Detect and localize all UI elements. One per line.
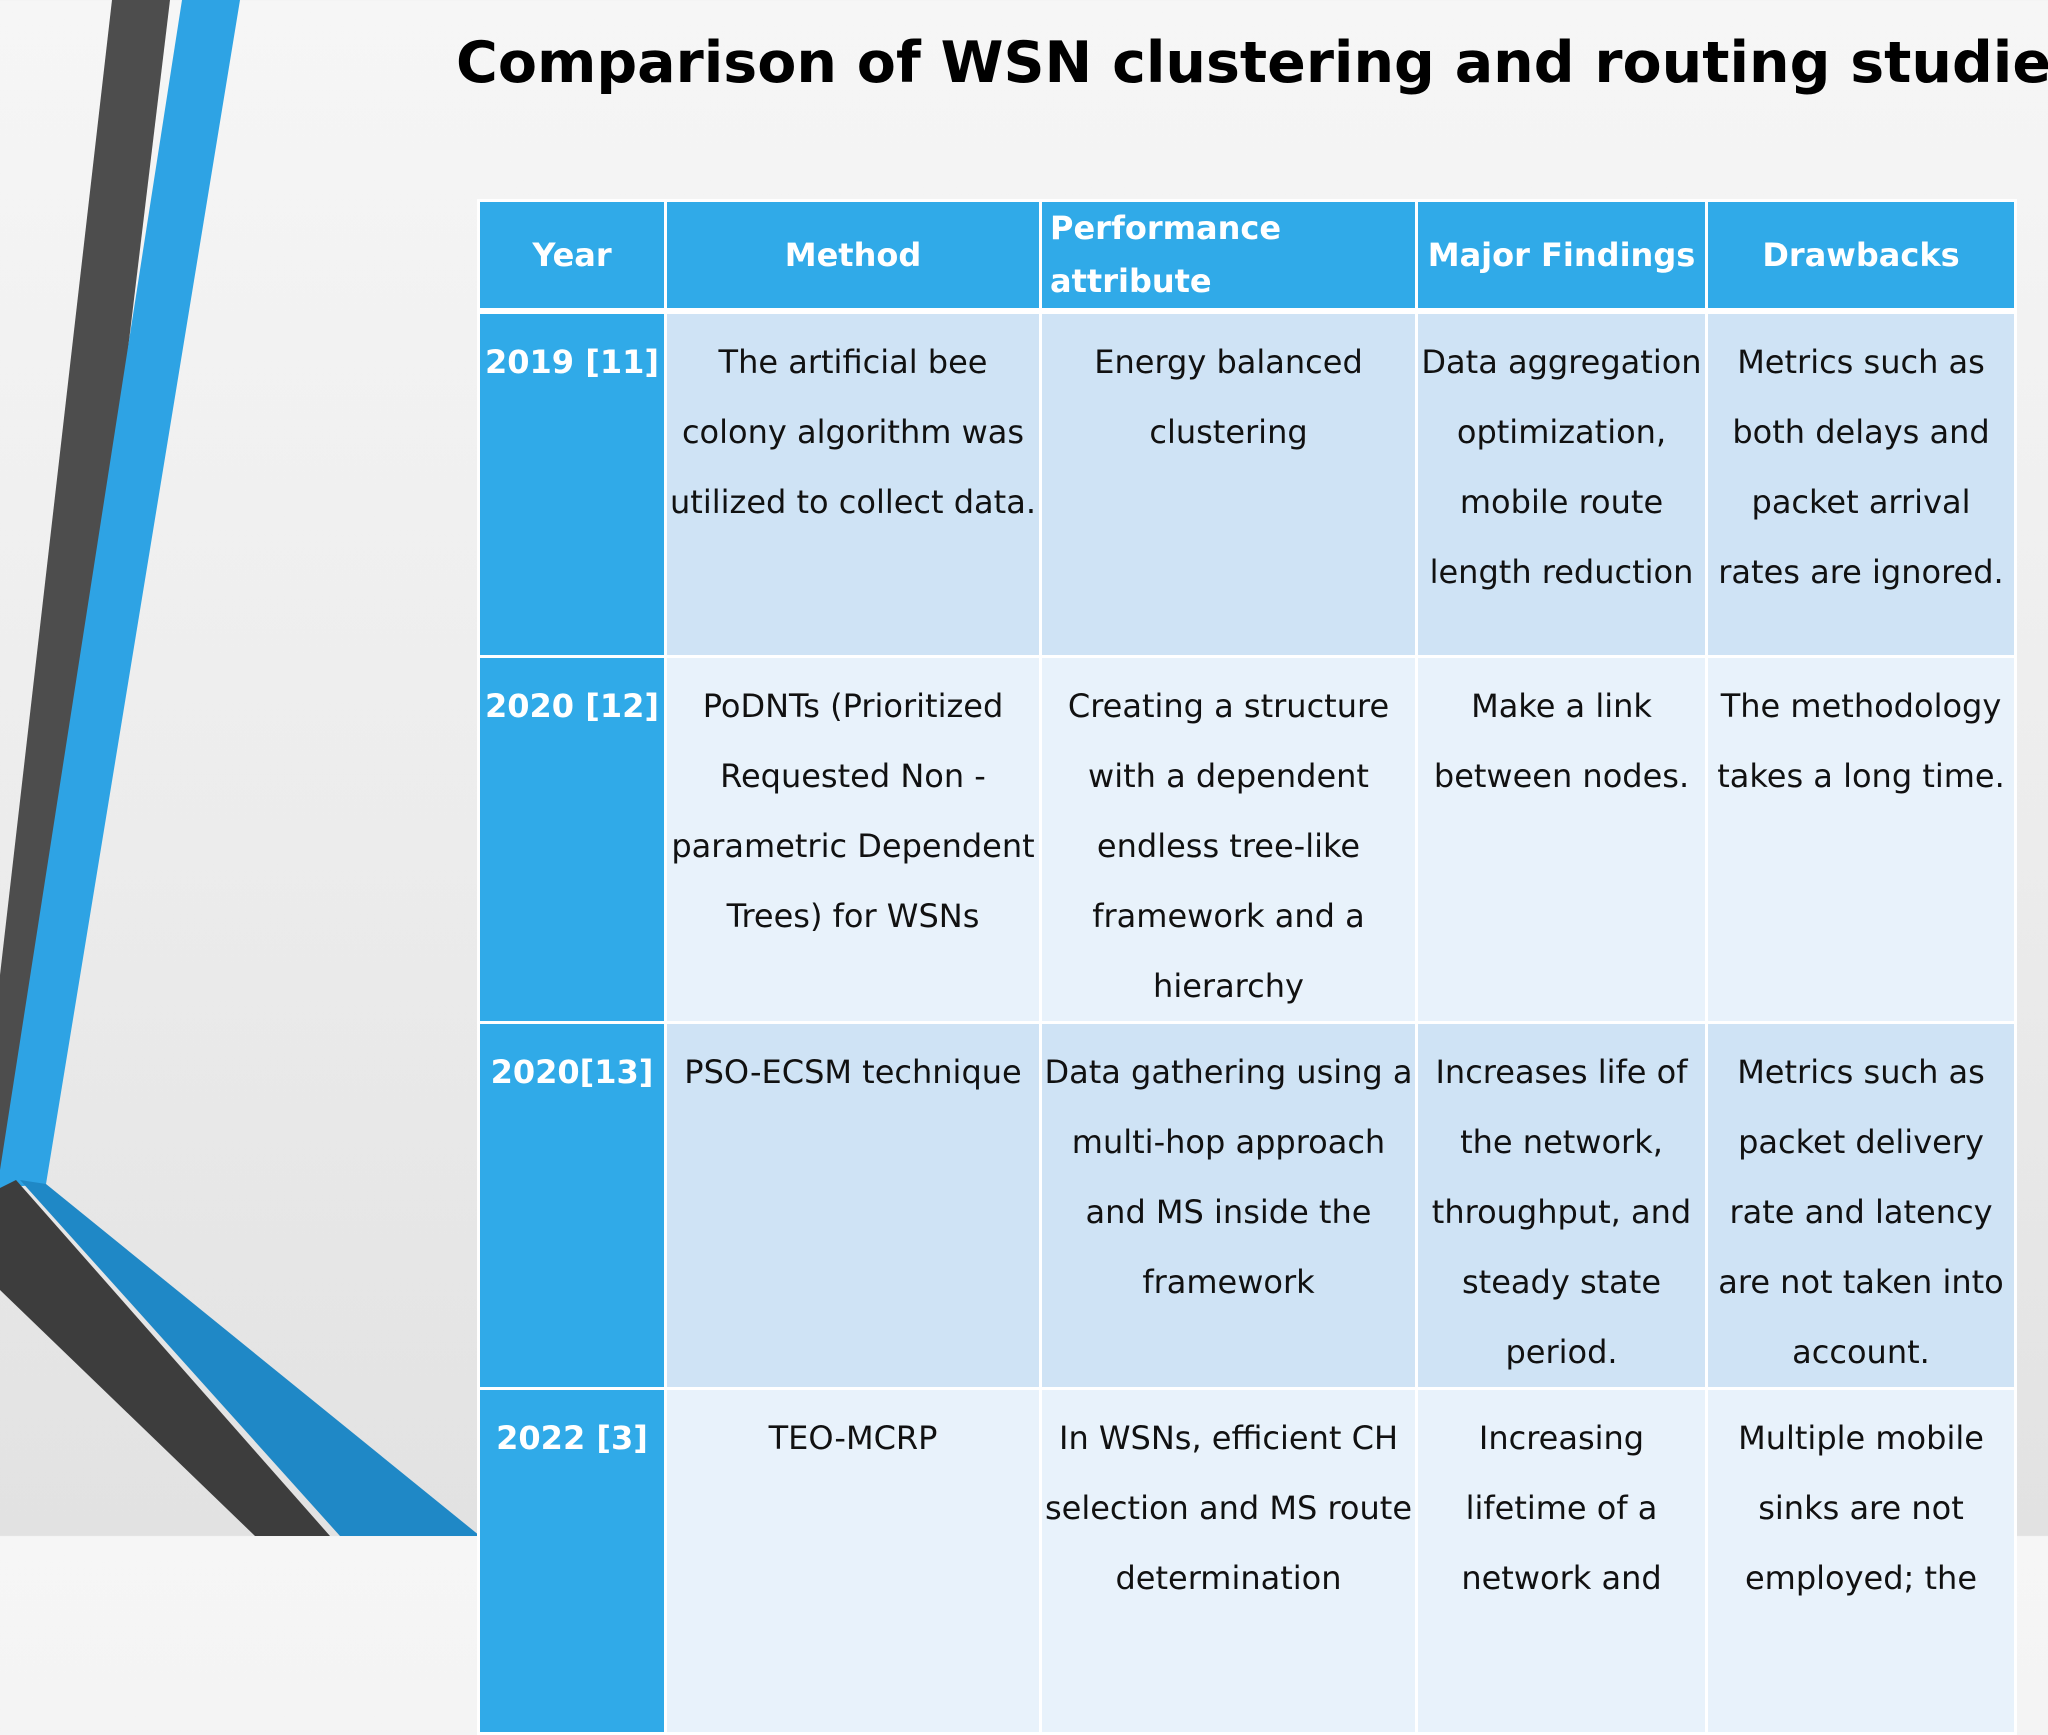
findings-cell: Data aggregation optimization, mobile ro… — [1415, 309, 1708, 658]
drawbacks-cell: The methodology takes a long time. — [1705, 654, 2017, 1024]
header-year: Year — [477, 199, 667, 314]
method-cell: PSO-ECSM technique — [664, 1020, 1042, 1390]
performance-cell: Energy balanced clustering — [1039, 309, 1418, 658]
blue-diagonal-stripe — [0, 0, 240, 1188]
year-cell: 2022 [3] — [477, 1386, 667, 1735]
blue-bottom-stripe — [20, 1180, 480, 1536]
header-method: Method — [664, 199, 1042, 314]
year-cell: 2020 [12] — [477, 654, 667, 1024]
drawbacks-cell: Metrics such as packet delivery rate and… — [1705, 1020, 2017, 1390]
header-performance-attribute: Performance attribute — [1039, 199, 1418, 314]
dark-bottom-stripe — [0, 1180, 330, 1536]
performance-cell: In WSNs, efficient CH selection and MS r… — [1039, 1386, 1418, 1735]
year-cell: 2020[13] — [477, 1020, 667, 1390]
table-row: 2022 [3] TEO-MCRP In WSNs, efficient CH … — [477, 1386, 2017, 1735]
header-drawbacks: Drawbacks — [1705, 199, 2017, 314]
method-cell: The artificial bee colony algorithm was … — [664, 309, 1042, 658]
table-row: 2020[13] PSO-ECSM technique Data gatheri… — [477, 1020, 2017, 1390]
comparison-table: Year Method Performance attribute Major … — [477, 199, 2017, 1735]
drawbacks-cell: Metrics such as both delays and packet a… — [1705, 309, 2017, 658]
findings-cell: Increases life of the network, throughpu… — [1415, 1020, 1708, 1390]
header-major-findings: Major Findings — [1415, 199, 1708, 314]
year-cell: 2019 [11] — [477, 309, 667, 658]
performance-cell: Creating a structure with a dependent en… — [1039, 654, 1418, 1024]
findings-cell: Make a link between nodes. — [1415, 654, 1708, 1024]
decorative-stripes — [0, 0, 480, 1536]
table-row: 2020 [12] PoDNTs (Prioritized Requested … — [477, 654, 2017, 1024]
findings-cell: Increasing lifetime of a network and — [1415, 1386, 1708, 1735]
table-header-row: Year Method Performance attribute Major … — [477, 199, 2017, 314]
method-cell: TEO-MCRP — [664, 1386, 1042, 1735]
performance-cell: Data gathering using a multi-hop approac… — [1039, 1020, 1418, 1390]
method-cell: PoDNTs (Prioritized Requested Non - para… — [664, 654, 1042, 1024]
slide-title: Comparison of WSN clustering and routing… — [456, 30, 2048, 96]
table-row: 2019 [11] The artificial bee colony algo… — [477, 309, 2017, 658]
drawbacks-cell: Multiple mobile sinks are not employed; … — [1705, 1386, 2017, 1735]
